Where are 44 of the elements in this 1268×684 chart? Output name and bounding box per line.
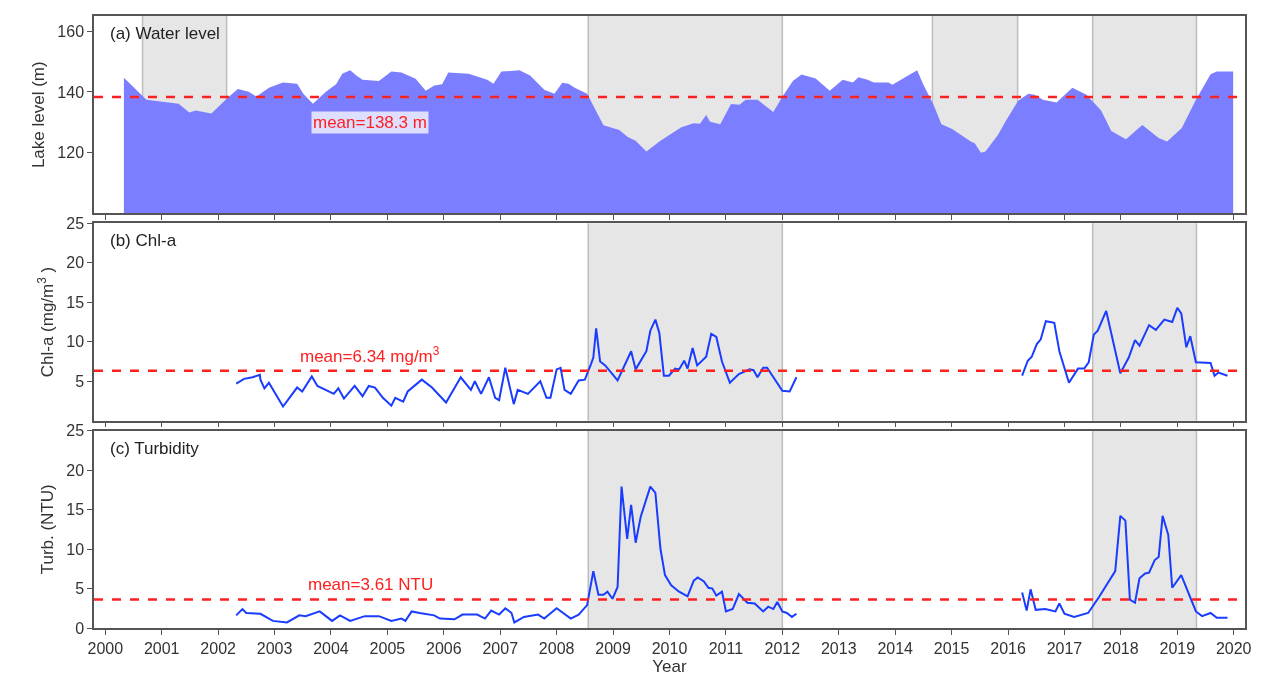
x-tick-label: 2019 (1159, 639, 1196, 657)
y-tick-label: 0 (75, 619, 85, 637)
x-tick-label: 2002 (200, 639, 237, 657)
text: (a) Water level (110, 24, 220, 43)
x-tick-label: 2001 (143, 639, 180, 657)
y-axis-title: Turb. (NTU) (38, 484, 58, 575)
text: (c) Turbidity (110, 439, 200, 458)
y-tick-label: 10 (66, 540, 85, 558)
y-tick-label: 5 (75, 580, 85, 598)
y-tick-label: 120 (57, 144, 85, 162)
x-tick-label: 2005 (369, 639, 406, 657)
x-tick-label: 2000 (87, 639, 124, 657)
x-tick-label: 2013 (820, 639, 857, 657)
y-tick-label: 5 (75, 372, 85, 390)
x-tick-label: 2003 (256, 639, 293, 657)
y-tick-label: 160 (57, 22, 85, 40)
ref-line-label: mean=138.3 m (313, 113, 427, 132)
x-tick-label: 2006 (426, 639, 462, 657)
x-tick-label: 2011 (708, 639, 744, 657)
ref-line-label: mean=6.34 mg/m$^{3}$ (300, 344, 440, 367)
text: (b) Chl-a (110, 231, 177, 250)
x-tick-label: 2020 (1215, 639, 1252, 657)
x-tick-label: 2017 (1046, 639, 1083, 657)
x-tick-label: 2015 (933, 639, 970, 657)
y-tick-label: 20 (66, 254, 85, 272)
y-tick-label: 15 (66, 501, 85, 519)
y-tick-label: 15 (66, 293, 85, 311)
y-tick-label: 25 (66, 422, 85, 440)
y-axis-title: Lake level (m) (29, 61, 49, 169)
x-tick-label: 2008 (538, 639, 575, 657)
x-tick-label: 2014 (877, 639, 914, 657)
x-axis-title: Year (652, 656, 688, 676)
y-tick-label: 10 (66, 333, 85, 351)
x-tick-label: 2016 (990, 639, 1026, 657)
x-tick-label: 2007 (482, 639, 519, 657)
y-tick-label: 140 (57, 83, 85, 101)
y-tick-label: 25 (66, 214, 85, 232)
x-tick-label: 2012 (764, 639, 801, 657)
ref-line-label: mean=3.61 NTU (308, 575, 434, 594)
y-tick-label: 20 (66, 461, 85, 479)
x-tick-label: 2004 (313, 639, 349, 657)
x-tick-label: 2010 (651, 639, 688, 657)
x-tick-label: 2009 (595, 639, 631, 657)
x-tick-label: 2018 (1103, 639, 1139, 657)
